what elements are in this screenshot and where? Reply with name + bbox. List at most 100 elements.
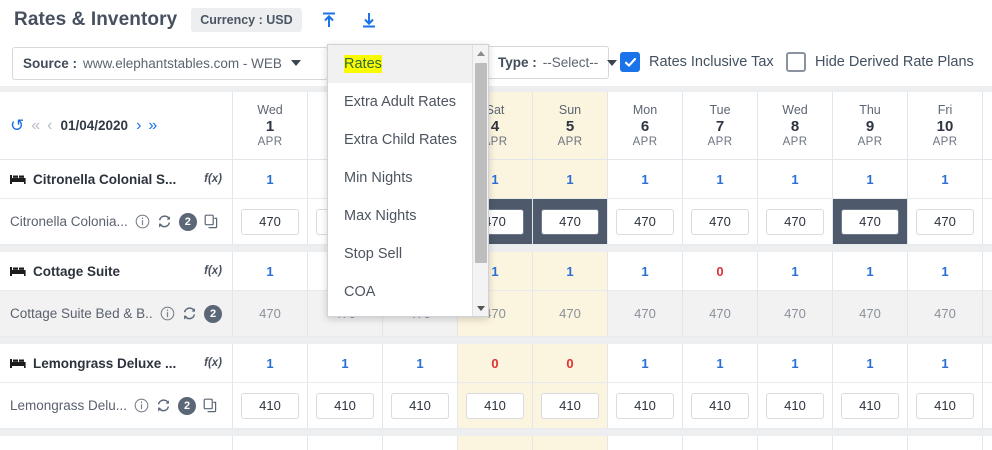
rate-input[interactable] [466,392,524,419]
dropdown-item[interactable]: Min Nights [328,159,474,197]
upload-icon[interactable] [316,7,342,33]
inventory-cell[interactable]: 1 [833,344,908,382]
rate-cell[interactable]: 470 [233,291,308,336]
rate-cell[interactable] [908,199,983,244]
dropdown-item[interactable]: Extra Adult Rates [328,83,474,121]
refresh-icon[interactable] [156,398,171,413]
inventory-cell[interactable] [308,436,383,450]
scrollbar-thumb[interactable] [475,63,487,263]
rate-cell[interactable] [308,383,383,428]
inventory-cell[interactable]: 1 [683,344,758,382]
dropdown-scrollbar[interactable] [472,45,488,316]
rate-type-dropdown-menu[interactable]: Rates Extra Adult Rates Extra Child Rates M… [327,44,489,317]
inventory-cell[interactable] [233,436,308,450]
info-icon[interactable] [160,306,175,321]
inventory-cell[interactable] [608,436,683,450]
rate-cell[interactable] [758,383,833,428]
source-select[interactable]: Source : www.elephantstables.com - WEB [12,46,328,80]
inventory-cell[interactable] [458,436,533,450]
first-page-button[interactable]: « [31,116,41,134]
copy-icon[interactable] [204,214,219,229]
inventory-cell[interactable] [383,436,458,450]
rate-cell[interactable]: 470 [533,291,608,336]
inventory-cell[interactable]: 1 [833,252,908,290]
room-name-cell[interactable]: Citronella Colonial S... f(x) [0,160,233,198]
scroll-up-arrow-icon[interactable] [473,45,488,61]
rate-input[interactable] [766,208,824,235]
rate-cell[interactable] [233,199,308,244]
inventory-cell[interactable]: 1 [758,252,833,290]
info-icon[interactable] [135,214,150,229]
room-name-cell[interactable] [0,436,233,450]
reload-icon[interactable]: ↺ [10,116,25,135]
rate-cell[interactable]: 470 [758,291,833,336]
inventory-cell[interactable] [758,436,833,450]
dropdown-item[interactable]: Stop Sell [328,235,474,273]
rate-input[interactable] [241,392,299,419]
inventory-cell[interactable] [533,436,608,450]
rate-cell[interactable] [608,383,683,428]
inventory-cell[interactable]: 1 [533,160,608,198]
rate-input[interactable] [841,392,899,419]
rate-cell[interactable] [233,383,308,428]
rate-plan-name-cell[interactable]: Citronella Colonia... 2 [0,199,233,244]
rate-input[interactable] [241,208,299,235]
rate-input[interactable] [391,392,449,419]
inventory-cell[interactable] [908,436,983,450]
rate-input[interactable] [691,392,749,419]
rate-cell[interactable] [833,383,908,428]
rate-cell[interactable] [458,383,533,428]
rate-cell[interactable]: 470 [833,291,908,336]
fx-label[interactable]: f(x) [204,357,222,369]
inventory-cell[interactable]: 1 [758,160,833,198]
rate-cell[interactable]: 470 [608,291,683,336]
rate-input[interactable] [616,208,674,235]
rate-plan-name-cell[interactable]: Lemongrass Delu... 2 [0,383,233,428]
room-name-cell[interactable]: Lemongrass Deluxe ... f(x) [0,344,233,382]
rate-input[interactable] [841,208,899,235]
dropdown-item[interactable]: COA [328,273,474,311]
rate-plan-name-cell[interactable]: Cottage Suite Bed & B... 2 [0,291,233,336]
rate-cell[interactable] [608,199,683,244]
inventory-cell[interactable] [683,436,758,450]
dropdown-item[interactable]: Max Nights [328,197,474,235]
rate-cell[interactable]: 470 [683,291,758,336]
rate-input[interactable] [916,208,974,235]
inventory-cell[interactable]: 0 [458,344,533,382]
refresh-icon[interactable] [182,306,197,321]
inventory-cell[interactable]: 0 [683,252,758,290]
scroll-down-arrow-icon[interactable] [473,300,488,316]
rate-input[interactable] [916,392,974,419]
inventory-cell[interactable]: 1 [758,344,833,382]
inventory-cell[interactable]: 1 [383,344,458,382]
inventory-cell[interactable]: 1 [233,344,308,382]
inventory-cell[interactable]: 1 [233,160,308,198]
rate-input[interactable] [691,208,749,235]
fx-label[interactable]: f(x) [204,265,222,277]
room-name-cell[interactable]: Cottage Suite f(x) [0,252,233,290]
inventory-cell[interactable]: 1 [683,160,758,198]
dropdown-item[interactable]: Extra Child Rates [328,121,474,159]
rate-input[interactable] [541,392,599,419]
inventory-cell[interactable]: 0 [533,344,608,382]
rate-cell[interactable] [683,199,758,244]
hide-derived-rate-plans-checkbox[interactable]: Hide Derived Rate Plans [786,52,974,72]
inventory-cell[interactable]: 1 [533,252,608,290]
rate-cell[interactable] [533,383,608,428]
info-icon[interactable] [134,398,149,413]
refresh-icon[interactable] [157,214,172,229]
current-date[interactable]: 01/04/2020 [60,118,129,133]
copy-icon[interactable] [203,398,218,413]
rate-input[interactable] [766,392,824,419]
rate-cell[interactable]: 470 [908,291,983,336]
rate-cell[interactable] [833,199,908,244]
last-page-button[interactable]: » [148,116,158,134]
inventory-cell[interactable] [833,436,908,450]
rate-cell[interactable] [758,199,833,244]
dropdown-item[interactable]: Rates [328,45,474,83]
inventory-cell[interactable]: 1 [233,252,308,290]
fx-label[interactable]: f(x) [204,173,222,185]
rate-cell[interactable] [908,383,983,428]
inventory-cell[interactable]: 1 [308,344,383,382]
rate-cell[interactable] [383,383,458,428]
